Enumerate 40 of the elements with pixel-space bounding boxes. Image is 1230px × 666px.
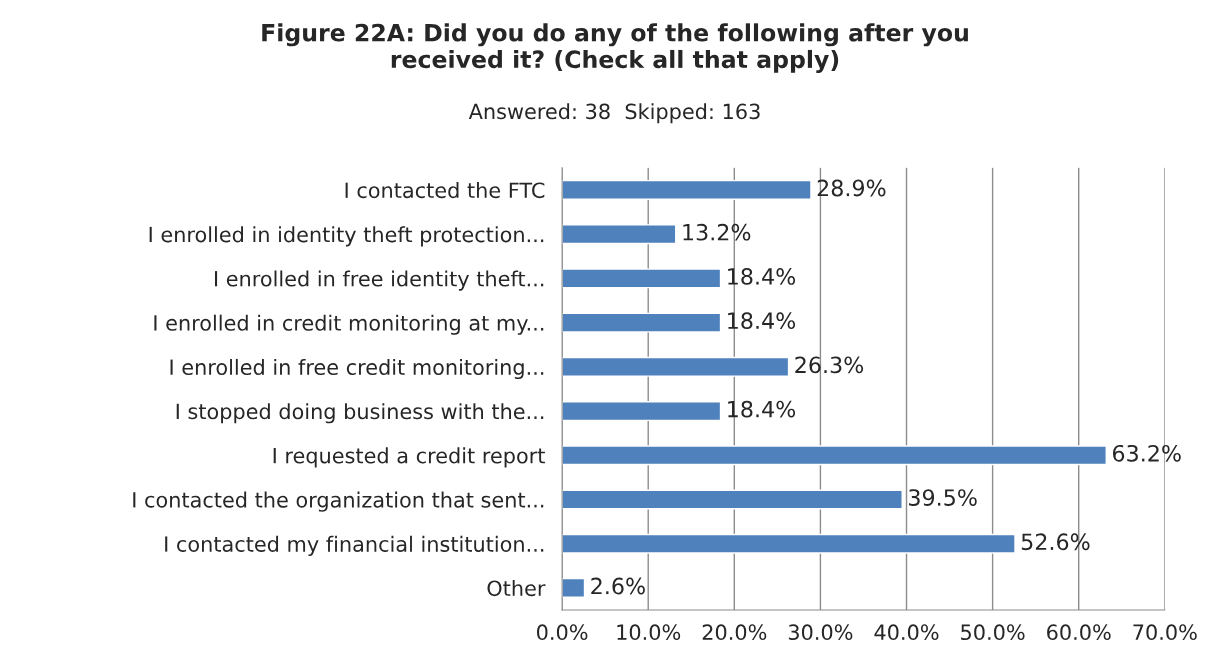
data-label: 13.2%: [683, 223, 751, 241]
y-tick-label: I enrolled in credit monitoring at my...: [154, 314, 544, 335]
bar: [562, 179, 812, 200]
data-label: 63.2%: [1112, 444, 1181, 462]
chart-subtitle: Answered: 38 Skipped: 163: [468, 103, 760, 124]
y-tick-label: I enrolled in free identity theft...: [215, 270, 544, 291]
x-tick-label: 30.0%: [788, 624, 853, 641]
x-tick-label: 20.0%: [702, 624, 767, 641]
bar: [562, 401, 722, 422]
data-label: 18.4%: [728, 268, 796, 285]
bar: [562, 356, 790, 377]
bar: [562, 489, 903, 510]
chart-title: Figure 22A: Did you do any of the following after you received it? (Check all that apply): [262, 23, 968, 73]
x-tick-label: 40.0%: [874, 624, 939, 641]
x-tick-label: 10.0%: [617, 624, 681, 641]
data-label: 18.4%: [728, 400, 796, 418]
bar: [562, 312, 722, 333]
y-tick-label: I enrolled in identity theft protection...: [149, 226, 544, 247]
y-tick-label: Other: [487, 580, 546, 597]
bar: [562, 533, 1016, 554]
x-tick-label: 60.0%: [1047, 624, 1111, 641]
y-tick-label: I contacted the organization that sent...: [133, 491, 544, 512]
y-tick-label: I enrolled in free credit monitoring...: [170, 358, 544, 380]
data-label: 28.9%: [817, 179, 886, 197]
data-label: 39.5%: [909, 489, 977, 506]
y-tick-label: I requested a credit report: [273, 447, 545, 468]
bar: [562, 445, 1107, 466]
data-label: 26.3%: [795, 356, 864, 374]
x-tick-label: 50.0%: [961, 624, 1025, 641]
bar: [562, 577, 586, 598]
y-tick-label: I contacted the FTC: [345, 182, 545, 199]
y-tick-label: I stopped doing business with the...: [176, 403, 544, 424]
data-label: 2.6%: [591, 577, 645, 595]
bar: [562, 268, 722, 289]
y-tick-label: I contacted my financial institution...: [165, 535, 544, 556]
x-tick-label: 0.0%: [537, 624, 588, 641]
x-tick-label: 70.0%: [1133, 624, 1197, 641]
data-label: 52.6%: [1021, 533, 1090, 551]
data-label: 18.4%: [728, 312, 796, 330]
bar: [562, 224, 677, 245]
